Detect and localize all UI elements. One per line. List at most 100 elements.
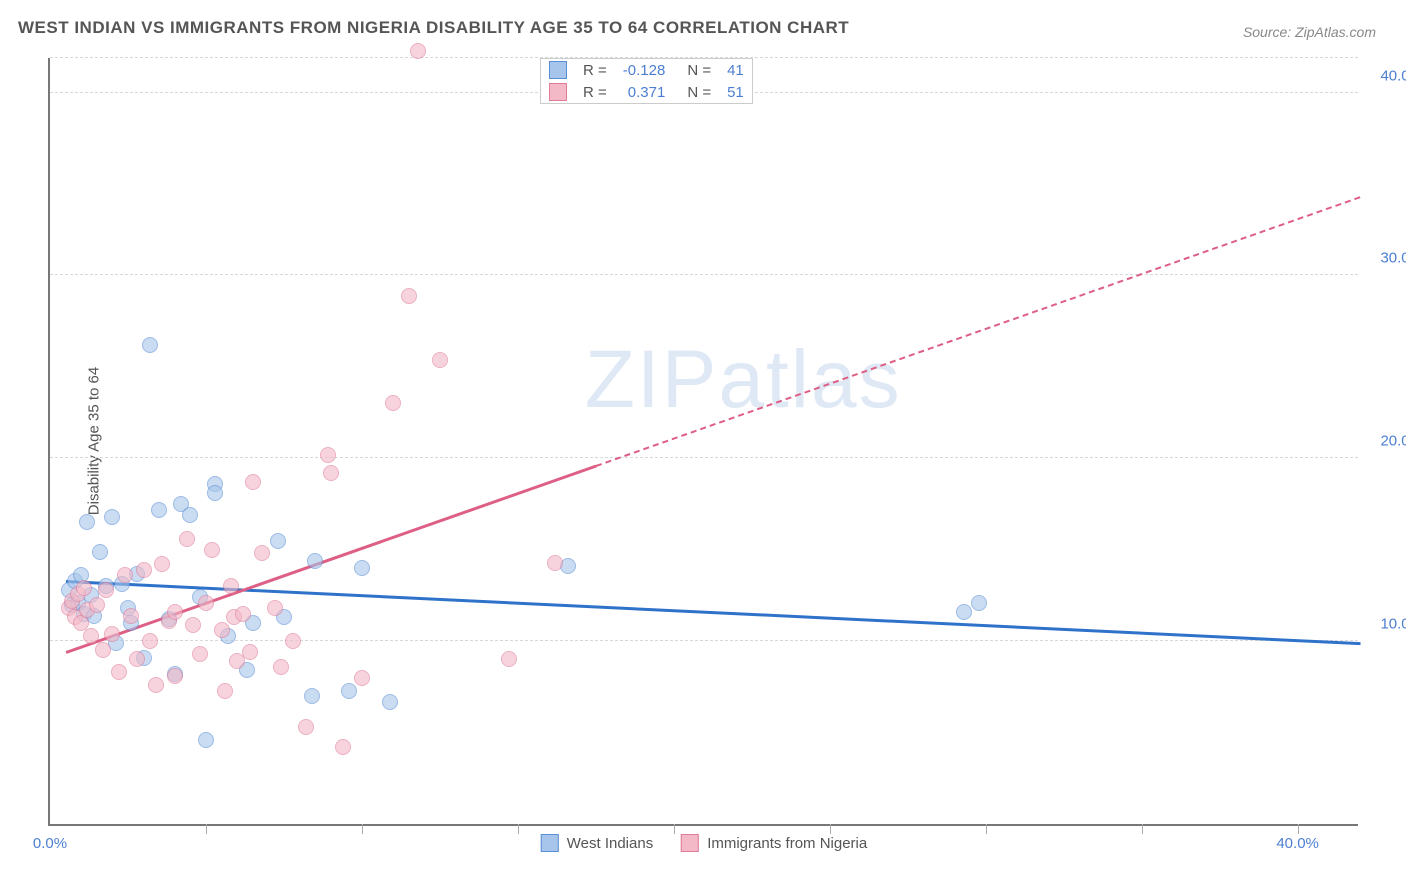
stats-label-n: N =	[673, 59, 719, 82]
y-tick-label: 30.0%	[1363, 250, 1406, 267]
data-point	[432, 352, 448, 368]
data-point	[182, 507, 198, 523]
data-point	[104, 509, 120, 525]
data-point	[547, 555, 563, 571]
data-point	[142, 337, 158, 353]
data-point	[956, 604, 972, 620]
data-point	[217, 683, 233, 699]
data-point	[354, 670, 370, 686]
data-point	[501, 651, 517, 667]
data-point	[307, 553, 323, 569]
data-point	[148, 677, 164, 693]
data-point	[136, 562, 152, 578]
data-point	[410, 43, 426, 59]
data-point	[95, 642, 111, 658]
data-point	[89, 597, 105, 613]
legend-label: Immigrants from Nigeria	[707, 835, 867, 852]
data-point	[198, 732, 214, 748]
data-point	[151, 502, 167, 518]
data-point	[214, 622, 230, 638]
plot-area: Disability Age 35 to 64 ZIPatlas West In…	[48, 58, 1358, 826]
data-point	[298, 719, 314, 735]
data-point	[98, 582, 114, 598]
x-tick-mark	[674, 824, 675, 834]
x-tick-mark	[986, 824, 987, 834]
data-point	[76, 580, 92, 596]
data-point	[354, 560, 370, 576]
y-tick-label: 40.0%	[1363, 67, 1406, 84]
stats-label-n: N =	[673, 81, 719, 104]
legend-label: West Indians	[567, 835, 653, 852]
data-point	[104, 626, 120, 642]
data-point	[142, 633, 158, 649]
data-point	[179, 531, 195, 547]
data-point	[382, 694, 398, 710]
data-point	[267, 600, 283, 616]
data-point	[320, 447, 336, 463]
legend-swatch	[681, 834, 699, 852]
x-tick-mark	[1298, 824, 1299, 834]
data-point	[129, 651, 145, 667]
data-point	[123, 608, 139, 624]
stats-label-r: R =	[575, 81, 615, 104]
data-point	[192, 646, 208, 662]
stats-value-r: -0.128	[615, 59, 674, 82]
data-point	[167, 604, 183, 620]
series-swatch	[549, 83, 567, 101]
data-point	[323, 465, 339, 481]
series-swatch	[549, 61, 567, 79]
source-label: Source: ZipAtlas.com	[1243, 24, 1376, 40]
y-tick-label: 10.0%	[1363, 616, 1406, 633]
data-point	[273, 659, 289, 675]
data-point	[154, 556, 170, 572]
data-point	[207, 485, 223, 501]
data-point	[79, 514, 95, 530]
data-point	[971, 595, 987, 611]
data-point	[401, 288, 417, 304]
x-tick-label: 40.0%	[1276, 835, 1319, 852]
legend: West Indians Immigrants from Nigeria	[541, 834, 867, 852]
data-point	[245, 474, 261, 490]
data-point	[111, 664, 127, 680]
trendline	[595, 197, 1360, 468]
data-point	[167, 668, 183, 684]
data-point	[335, 739, 351, 755]
chart-title: WEST INDIAN VS IMMIGRANTS FROM NIGERIA D…	[18, 18, 849, 38]
x-tick-mark	[830, 824, 831, 834]
data-point	[204, 542, 220, 558]
data-point	[285, 633, 301, 649]
data-point	[198, 595, 214, 611]
data-point	[304, 688, 320, 704]
gridline-h	[50, 457, 1358, 458]
legend-item: Immigrants from Nigeria	[681, 834, 867, 852]
data-point	[254, 545, 270, 561]
x-tick-mark	[206, 824, 207, 834]
y-tick-label: 20.0%	[1363, 433, 1406, 450]
data-point	[92, 544, 108, 560]
gridline-h	[50, 274, 1358, 275]
data-point	[185, 617, 201, 633]
stats-label-r: R =	[575, 59, 615, 82]
data-point	[270, 533, 286, 549]
data-point	[235, 606, 251, 622]
data-point	[117, 567, 133, 583]
stats-row: R =-0.128N =41	[541, 59, 753, 82]
data-point	[223, 578, 239, 594]
legend-item: West Indians	[541, 834, 653, 852]
x-tick-label: 0.0%	[33, 835, 67, 852]
data-point	[83, 628, 99, 644]
data-point	[341, 683, 357, 699]
x-tick-mark	[518, 824, 519, 834]
x-tick-mark	[1142, 824, 1143, 834]
legend-swatch	[541, 834, 559, 852]
data-point	[385, 395, 401, 411]
stats-value-n: 51	[719, 81, 752, 104]
stats-value-r: 0.371	[615, 81, 674, 104]
stats-value-n: 41	[719, 59, 752, 82]
trendline	[65, 465, 596, 654]
y-axis-label: Disability Age 35 to 64	[86, 367, 103, 515]
x-tick-mark	[362, 824, 363, 834]
data-point	[242, 644, 258, 660]
stats-row: R =0.371N =51	[541, 81, 753, 104]
stats-box: R =-0.128N =41R =0.371N =51	[540, 58, 753, 104]
